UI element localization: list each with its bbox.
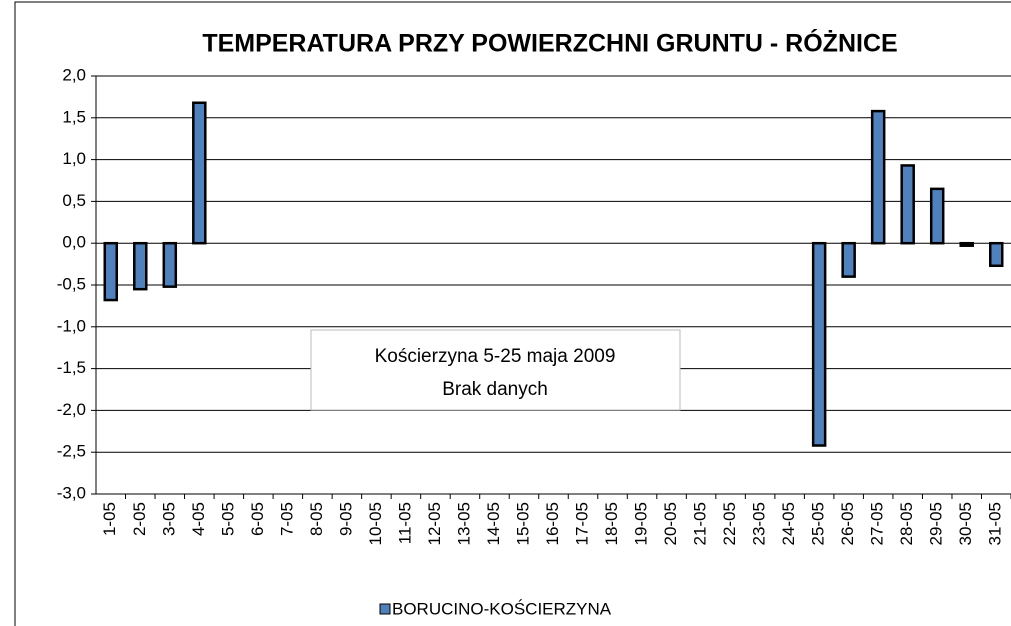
x-tick-label: 2-05	[130, 502, 149, 536]
y-tick-label: 0,0	[62, 233, 86, 252]
y-tick-label: -1,5	[57, 358, 86, 377]
x-tick-label: 31-05	[986, 502, 1005, 545]
x-tick-label: 11-05	[395, 502, 414, 544]
bar	[988, 241, 1004, 268]
bar	[870, 109, 886, 245]
x-tick-label: 6-05	[248, 502, 267, 536]
bar	[103, 241, 119, 302]
x-tick-label: 27-05	[868, 502, 887, 545]
x-tick-label: 4-05	[189, 502, 208, 536]
x-tick-label: 28-05	[897, 502, 916, 545]
chart-border	[14, 1, 1011, 626]
x-tick-label: 29-05	[927, 502, 946, 545]
x-tick-label: 18-05	[602, 502, 621, 545]
x-tick-label: 7-05	[277, 502, 296, 536]
y-tick-label: 1,5	[62, 107, 86, 126]
x-tick-label: 10-05	[366, 502, 385, 545]
y-tick-label: -3,0	[57, 483, 86, 502]
x-tick-label: 25-05	[809, 502, 828, 545]
x-tick-label: 19-05	[632, 502, 651, 545]
bar	[929, 187, 945, 245]
bar	[900, 164, 915, 245]
x-tick-label: 8-05	[307, 502, 326, 536]
y-tick-label: 1,0	[62, 149, 86, 168]
y-tick-label: -0,5	[57, 274, 86, 293]
x-tick-label: 20-05	[661, 502, 680, 545]
bar	[162, 241, 178, 288]
x-tick-label: 5-05	[218, 502, 237, 536]
x-tick-label: 12-05	[425, 502, 444, 545]
x-tick-label: 17-05	[573, 502, 592, 545]
x-tick-label: 22-05	[720, 502, 739, 545]
bar	[959, 241, 974, 247]
annotation-box	[310, 329, 681, 411]
bar	[841, 241, 856, 278]
x-tick-label: 16-05	[543, 502, 562, 545]
bar	[192, 101, 207, 245]
bar	[811, 241, 827, 447]
x-tick-label: 26-05	[838, 502, 857, 545]
x-tick-label: 1-05	[100, 502, 119, 536]
x-tick-label: 3-05	[159, 502, 178, 536]
y-tick-label: -1,0	[57, 316, 86, 335]
x-tick-label: 24-05	[779, 502, 798, 545]
y-tick-label: 0,5	[62, 191, 86, 210]
x-tick-label: 9-05	[336, 502, 355, 536]
y-tick-label: -2,0	[57, 400, 86, 419]
y-tick-label: 2,0	[62, 65, 86, 84]
chart-title: TEMPERATURA PRZY POWIERZCHNI GRUNTU - RÓ…	[202, 28, 897, 58]
annotation: Brak danych	[442, 379, 548, 400]
annotation: Kościerzyna 5-25 maja 2009	[375, 346, 616, 367]
x-tick-label: 13-05	[454, 502, 473, 545]
y-tick-label: -2,5	[57, 442, 86, 461]
legend-label: BORUCINO-KOŚCIERZYNA	[392, 599, 612, 618]
x-tick-label: 21-05	[691, 502, 710, 545]
x-tick-label: 30-05	[956, 502, 975, 545]
legend-swatch	[379, 603, 391, 615]
x-tick-label: 14-05	[484, 502, 503, 545]
bar	[133, 241, 148, 291]
x-tick-label: 23-05	[750, 502, 769, 545]
x-tick-label: 15-05	[513, 502, 532, 545]
